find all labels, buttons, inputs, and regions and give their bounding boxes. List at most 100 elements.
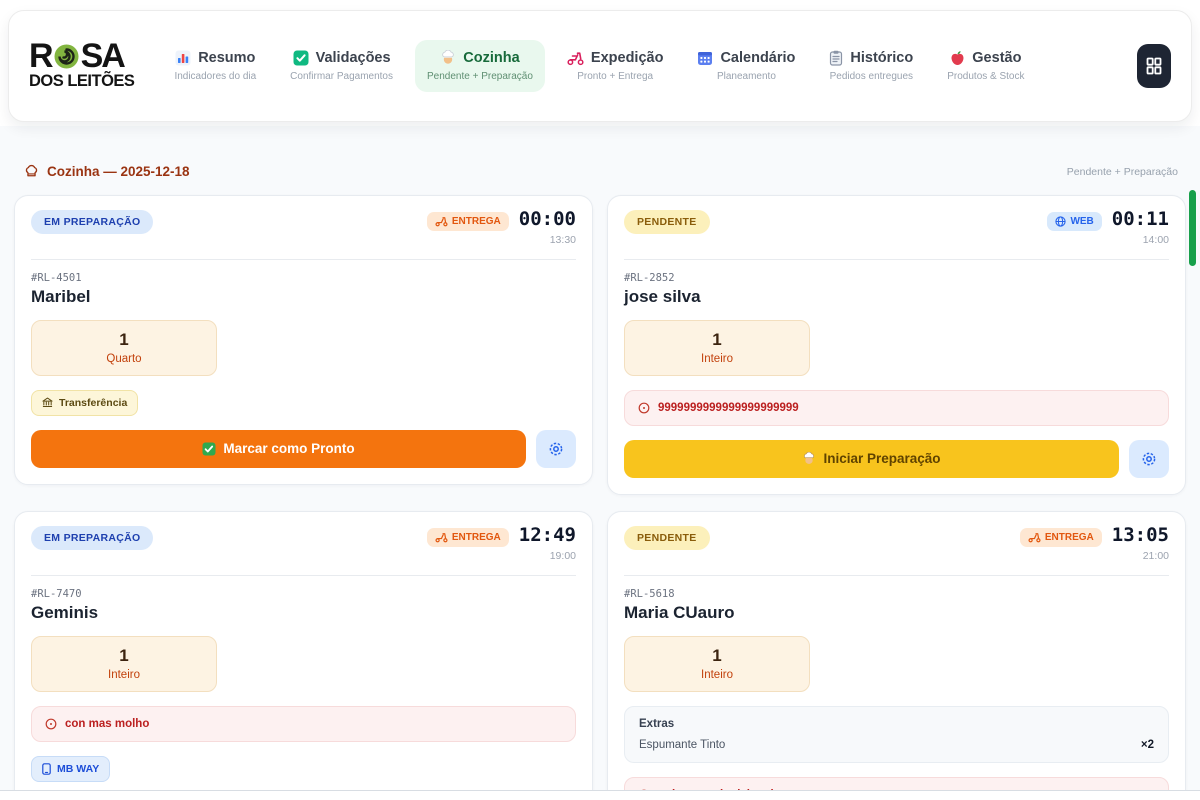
view-order-button[interactable] — [1129, 439, 1169, 478]
logo-line-2: DOS LEITÕES — [29, 72, 135, 91]
page-title-text: Cozinha — 2025-12-18 — [47, 164, 190, 179]
chef-icon — [442, 50, 454, 64]
due-time: 14:00 — [1142, 233, 1169, 246]
channel-badge: WEB — [1047, 212, 1102, 231]
green-swirl-icon — [54, 44, 79, 68]
order-note: quiero que lo dejen dorar mas — [624, 776, 1169, 790]
chef-icon — [804, 451, 815, 464]
quantity-value: 1 — [712, 329, 722, 349]
order-id: #RL-4501 — [31, 271, 82, 284]
speech-bubble-icon — [45, 718, 57, 730]
quantity-label: Inteiro — [701, 352, 733, 365]
apple-icon — [951, 51, 964, 65]
customer-name: jose silva — [624, 286, 701, 306]
channel-label: ENTREGA — [451, 216, 501, 227]
mark-ready-button[interactable]: Marcar como Pronto — [31, 429, 526, 468]
extras-title: Extras — [639, 717, 675, 730]
channel-badge: ENTREGA — [1019, 527, 1102, 547]
scrollbar-thumb[interactable] — [1189, 190, 1196, 266]
nav-sublabel: Produtos & Stock — [947, 71, 1025, 82]
nav-label: Calendário — [720, 50, 796, 66]
page-title: Cozinha — 2025-12-18 — [24, 164, 190, 179]
channel-badge: ENTREGA — [426, 527, 509, 547]
nav-sublabel: Indicadores do dia — [174, 71, 257, 82]
scooter-icon — [435, 217, 448, 227]
bar-chart-icon — [175, 50, 191, 66]
grid-icon — [1146, 57, 1162, 75]
clipboard-icon — [830, 50, 843, 66]
nav-item-expedicao[interactable]: Expedição Pronto + Entrega — [555, 40, 676, 92]
order-id: #RL-5618 — [624, 587, 675, 600]
nav-item-gestao[interactable]: Gestão Produtos & Stock — [935, 40, 1036, 92]
eye-icon — [1142, 452, 1156, 466]
nav-sublabel: Pronto + Entrega — [577, 71, 654, 82]
divider — [31, 574, 576, 576]
divider — [624, 258, 1169, 260]
order-id: #RL-7470 — [31, 587, 82, 600]
channel-badge: ENTREGA — [426, 212, 509, 231]
status-badge: PENDENTE — [624, 525, 710, 550]
phone-icon — [42, 763, 51, 775]
due-time: 21:00 — [1142, 549, 1169, 562]
app-logo[interactable]: R SA DOS LEITÕES — [29, 36, 135, 92]
nav-item-cozinha[interactable]: Cozinha Pendente + Preparação — [415, 40, 545, 92]
note-text: quiero que lo dejen dorar mas — [658, 789, 822, 790]
nav-label: Resumo — [198, 50, 256, 66]
nav-item-calendario[interactable]: Calendário Planeamento — [685, 40, 807, 92]
nav-sublabel: Confirmar Pagamentos — [290, 71, 393, 82]
channel-label: ENTREGA — [1044, 531, 1094, 543]
order-note: con mas molho — [31, 705, 576, 742]
main-nav: Resumo Indicadores do dia Validações Con… — [162, 40, 1036, 92]
nav-label: Cozinha — [463, 50, 520, 66]
quantity-value: 1 — [119, 329, 129, 349]
view-order-button[interactable] — [536, 429, 576, 468]
speech-bubble-icon — [641, 789, 647, 790]
logo-line-1: R SA — [29, 36, 126, 75]
status-badge: PENDENTE — [624, 210, 710, 234]
quantity-value: 1 — [712, 645, 722, 665]
order-card-maria-cuauro: PENDENTE ENTREGA 13:05 21:00 — [607, 510, 1186, 790]
nav-item-historico[interactable]: Histórico Pedidos entregues — [817, 40, 925, 92]
action-label: Iniciar Preparação — [823, 451, 941, 467]
start-preparation-button[interactable]: Iniciar Preparação — [624, 439, 1119, 478]
nav-sublabel: Pendente + Preparação — [427, 71, 533, 82]
elapsed-timer: 12:49 — [518, 523, 576, 546]
page-header: Cozinha — 2025-12-18 Pendente + Preparaç… — [0, 126, 1200, 193]
due-time: 13:30 — [549, 233, 576, 246]
nav-label: Gestão — [972, 50, 1022, 66]
board-mode-label: Pendente + Preparação — [1066, 165, 1178, 178]
customer-name: Geminis — [31, 602, 99, 622]
divider — [624, 574, 1169, 576]
quantity-box: 1 Inteiro — [31, 635, 217, 692]
extras-item: Espumante Tinto ×2 — [639, 739, 1154, 751]
scooter-icon — [1028, 533, 1041, 543]
order-id: #RL-2852 — [624, 271, 675, 284]
check-icon — [202, 442, 216, 456]
extras-box: Extras Espumante Tinto ×2 — [624, 705, 1169, 763]
scooter-icon — [435, 533, 448, 543]
logo-text-sa: SA — [80, 36, 126, 75]
order-card-jose-silva: PENDENTE WEB 00:11 14:00 — [607, 195, 1186, 495]
calendar-icon — [698, 52, 713, 65]
customer-name: Maribel — [31, 286, 91, 306]
extras-item-qty: ×2 — [1140, 738, 1154, 751]
nav-sublabel: Planeamento — [716, 71, 776, 82]
channel-label: ENTREGA — [451, 531, 501, 543]
quantity-value: 1 — [119, 645, 129, 665]
action-label: Marcar como Pronto — [223, 441, 355, 457]
extras-item-name: Espumante Tinto — [639, 738, 726, 751]
logo-text-r: R — [29, 36, 54, 75]
channel-label: WEB — [1070, 216, 1094, 227]
nav-item-validacoes[interactable]: Validações Confirmar Pagamentos — [278, 40, 405, 92]
top-navigation-bar: R SA DOS LEITÕES Resumo Indicadores do d… — [8, 10, 1192, 122]
nav-sublabel: Pedidos entregues — [829, 71, 914, 82]
bank-icon — [42, 398, 53, 408]
divider — [31, 258, 576, 260]
nav-label: Expedição — [590, 50, 664, 66]
customer-name: Maria CUauro — [624, 602, 735, 622]
speech-bubble-icon — [638, 402, 650, 414]
payment-badge-label: Transferência — [59, 396, 128, 409]
nav-item-resumo[interactable]: Resumo Indicadores do dia — [162, 40, 268, 92]
order-cards-grid: EM PREPARAÇÃO ENTREGA 00:00 13:30 — [0, 193, 1200, 790]
apps-grid-button[interactable] — [1137, 44, 1171, 88]
